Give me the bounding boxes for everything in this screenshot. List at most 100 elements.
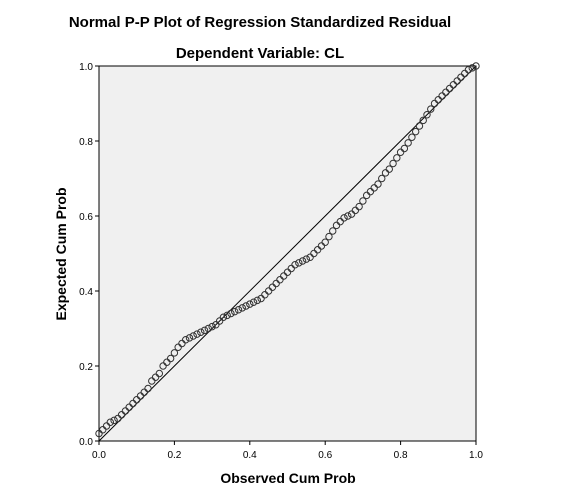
data-point — [344, 212, 352, 220]
x-tick-label: 0.8 — [394, 450, 408, 461]
x-tick-label: 0.4 — [243, 450, 257, 461]
data-point — [234, 306, 243, 314]
data-point — [472, 62, 480, 70]
data-point — [95, 429, 103, 438]
data-point — [453, 77, 461, 85]
data-point — [306, 253, 314, 261]
data-point — [445, 84, 454, 93]
data-point — [378, 174, 386, 183]
x-tick-label: 0.0 — [92, 450, 106, 461]
data-point — [347, 210, 356, 218]
data-point — [393, 154, 401, 162]
data-point — [321, 238, 329, 246]
data-point — [427, 105, 435, 113]
data-point — [106, 418, 115, 426]
data-point — [159, 362, 167, 370]
data-point — [415, 122, 424, 130]
data-point — [351, 206, 360, 215]
data-point — [223, 311, 231, 320]
data-point — [163, 358, 171, 366]
data-point — [310, 249, 318, 258]
data-point — [411, 127, 420, 136]
x-tick-label: 0.2 — [167, 450, 181, 461]
data-point — [374, 180, 382, 188]
data-point — [404, 139, 412, 147]
data-point — [325, 232, 333, 241]
data-point — [276, 276, 284, 284]
data-point — [434, 96, 442, 104]
data-point — [170, 349, 179, 357]
data-point — [430, 99, 439, 108]
data-point — [114, 414, 122, 423]
data-point — [140, 388, 148, 396]
data-point — [133, 396, 141, 404]
data-point — [166, 354, 175, 363]
data-point — [396, 148, 405, 156]
data-point — [449, 81, 458, 89]
data-point — [264, 287, 273, 295]
data-point — [117, 411, 126, 419]
x-tick-label: 1.0 — [469, 450, 483, 461]
data-point — [381, 169, 390, 177]
y-tick-label: 1.0 — [79, 62, 93, 73]
y-tick-label: 0.0 — [79, 437, 93, 448]
data-point — [155, 369, 164, 378]
data-point — [212, 321, 220, 329]
data-point — [151, 373, 160, 381]
data-point — [246, 300, 254, 308]
data-point — [257, 294, 265, 303]
y-axis-ticks: 0.0 0.2 0.4 0.6 0.8 1.0 — [79, 62, 99, 448]
data-point — [464, 66, 473, 74]
data-point — [99, 426, 107, 434]
data-point — [442, 88, 450, 96]
data-point — [215, 317, 224, 325]
data-point — [189, 332, 197, 340]
data-point — [219, 313, 228, 321]
data-point — [268, 283, 277, 291]
data-point — [291, 261, 299, 269]
data-point — [197, 328, 205, 336]
x-tick-label: 0.6 — [318, 450, 332, 461]
data-point — [174, 343, 182, 351]
data-point — [302, 255, 311, 263]
data-point — [178, 339, 186, 348]
data-point — [366, 187, 375, 196]
data-point — [287, 264, 295, 273]
data-point — [438, 92, 446, 100]
data-point — [283, 268, 292, 276]
data-point — [125, 403, 133, 411]
data-point — [227, 309, 235, 318]
data-point — [408, 133, 416, 141]
data-point — [355, 202, 363, 211]
data-point — [129, 399, 137, 408]
data-point — [362, 191, 371, 200]
data-point — [148, 377, 156, 385]
data-point — [313, 246, 322, 254]
data-point — [460, 69, 469, 78]
data-point — [359, 197, 367, 205]
data-point — [231, 307, 239, 316]
data-point — [261, 291, 269, 299]
data-point — [419, 116, 427, 125]
x-axis-ticks: 0.0 0.2 0.4 0.6 0.8 1.0 — [92, 441, 483, 461]
data-point — [182, 336, 190, 344]
data-point — [136, 392, 145, 400]
data-point — [317, 242, 326, 250]
data-point — [340, 214, 348, 222]
data-point — [185, 334, 194, 342]
y-tick-label: 0.2 — [79, 362, 93, 373]
y-axis-label: Expected Cum Prob — [53, 187, 69, 320]
data-point — [253, 296, 262, 305]
data-point — [280, 272, 288, 280]
data-point — [238, 304, 246, 312]
y-tick-label: 0.8 — [79, 137, 93, 148]
y-tick-label: 0.6 — [79, 212, 93, 223]
data-point — [295, 259, 303, 267]
data-point — [121, 407, 130, 415]
data-point — [193, 330, 201, 338]
data-point — [298, 257, 307, 265]
data-point — [329, 227, 337, 235]
chart-subtitle: Dependent Variable: CL — [176, 45, 344, 62]
data-point — [336, 217, 344, 226]
y-tick-label: 0.4 — [79, 287, 93, 298]
